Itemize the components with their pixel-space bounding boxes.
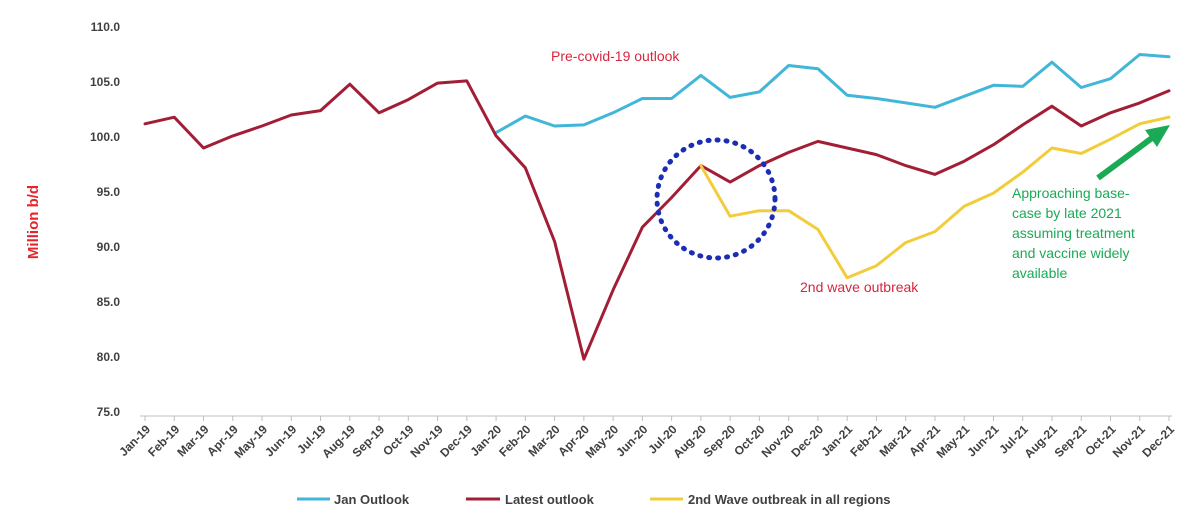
legend: Jan Outlook Latest outlook 2nd Wave outb…	[297, 492, 891, 507]
legend-label-latest-outlook: Latest outlook	[505, 492, 595, 507]
y-tick-label: 90.0	[97, 240, 121, 254]
annotation-approach: Approaching base- case by late 2021 assu…	[1012, 185, 1135, 281]
arrow-shaft	[1096, 135, 1154, 181]
y-tick-label: 80.0	[97, 350, 121, 364]
annotation-approach-line-1: Approaching base-	[1012, 185, 1130, 201]
x-tick-label: May-20	[583, 422, 622, 461]
y-tick-label: 100.0	[90, 130, 120, 144]
x-tick-label: Mar-19	[174, 422, 211, 459]
x-tick-label: Dec-21	[1139, 422, 1177, 460]
x-tick-label: Nov-19	[407, 422, 445, 460]
y-axis-ticks: 75.0 80.0 85.0 90.0 95.0 100.0 105.0 110.0	[90, 20, 120, 419]
x-tick-label: Sep-20	[701, 422, 739, 460]
annotation-approach-line-4: and vaccine widely	[1012, 245, 1130, 261]
annotation-approach-line-3: assuming treatment	[1012, 225, 1135, 241]
x-tick-label: Jun-19	[262, 422, 299, 459]
x-tick-label: Mar-20	[525, 422, 562, 459]
x-tick-label: Dec-20	[788, 422, 826, 460]
y-tick-label: 110.0	[91, 20, 121, 34]
x-tick-label: Sep-21	[1052, 422, 1090, 460]
x-tick-label: Feb-21	[847, 422, 884, 459]
x-tick-label: Aug-19	[319, 422, 358, 461]
highlight-circle	[654, 137, 778, 261]
series-line-jan-outlook	[494, 53, 1171, 135]
x-tick-label: Mar-21	[877, 422, 914, 459]
annotation-second-wave: 2nd wave outbreak	[800, 279, 919, 295]
y-tick-label: 85.0	[97, 295, 121, 309]
y-tick-label: 75.0	[97, 405, 121, 419]
x-tick-label: May-21	[934, 422, 973, 461]
x-tick-label: Dec-19	[437, 422, 475, 460]
y-tick-label: 105.0	[90, 75, 120, 89]
x-tick-label: Jun-21	[964, 422, 1001, 459]
x-tick-label: Jun-20	[613, 422, 650, 459]
annotation-approach-line-5: available	[1012, 265, 1067, 281]
x-tick-label: Aug-21	[1021, 422, 1060, 461]
x-tick-label: Feb-20	[496, 422, 533, 459]
annotation-arrow	[1096, 125, 1170, 181]
y-axis-label: Million b/d	[25, 185, 42, 259]
x-tick-label: Feb-19	[145, 422, 182, 459]
legend-label-jan-outlook: Jan Outlook	[334, 492, 410, 507]
arrow-head	[1145, 125, 1170, 147]
y-tick-label: 95.0	[97, 185, 121, 199]
legend-label-second-wave: 2nd Wave outbreak in all regions	[688, 492, 891, 507]
x-tick-label: Aug-20	[670, 422, 709, 461]
x-axis: Jan-19Feb-19Mar-19Apr-19May-19Jun-19Jul-…	[116, 415, 1177, 461]
x-tick-label: Nov-21	[1110, 422, 1148, 460]
annotation-pre-covid: Pre-covid-19 outlook	[551, 48, 680, 64]
x-tick-label: Sep-19	[349, 422, 387, 460]
x-tick-label: Nov-20	[759, 422, 797, 460]
series-line-2nd-wave-outbreak-in-all-regions	[699, 115, 1171, 280]
x-tick-label: May-19	[231, 422, 270, 461]
annotation-approach-line-2: case by late 2021	[1012, 205, 1122, 221]
